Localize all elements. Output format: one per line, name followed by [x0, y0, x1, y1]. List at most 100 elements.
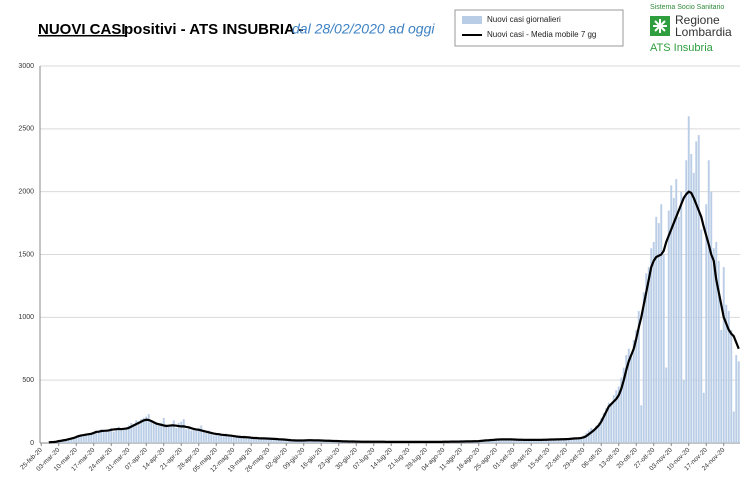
bar — [317, 440, 320, 443]
y-tick-label: 0 — [30, 440, 34, 447]
bar — [550, 439, 553, 443]
bar — [627, 348, 630, 443]
bar — [662, 254, 665, 443]
bar — [205, 432, 208, 443]
bar — [722, 267, 725, 443]
bar — [532, 440, 535, 443]
bar — [130, 422, 133, 443]
bar — [677, 216, 680, 443]
bar — [97, 432, 100, 443]
bar — [622, 367, 625, 443]
y-tick-label: 2000 — [18, 189, 34, 196]
bar — [707, 160, 710, 443]
bar — [525, 439, 528, 443]
bar — [497, 439, 500, 443]
bar — [732, 411, 735, 443]
bar — [242, 435, 245, 443]
bar — [262, 437, 265, 443]
bar — [75, 436, 78, 443]
bar — [547, 439, 550, 443]
bar — [105, 429, 108, 443]
bar — [502, 439, 505, 443]
bar — [507, 439, 510, 443]
bar — [665, 367, 668, 443]
bar — [80, 436, 83, 443]
bar — [697, 135, 700, 443]
bar — [132, 424, 135, 443]
y-tick-label: 1000 — [18, 314, 34, 321]
logo-top: Sistema Socio Sanitario — [650, 4, 724, 11]
bar — [300, 440, 303, 443]
legend-box — [454, 9, 624, 47]
bar — [687, 116, 690, 444]
bar — [487, 439, 490, 443]
bar — [727, 311, 730, 443]
bar — [270, 439, 273, 443]
chart-subtitle: dal 28/02/2020 ad oggi — [292, 21, 435, 37]
bar — [562, 439, 565, 443]
bar — [322, 440, 325, 443]
bar — [245, 438, 248, 443]
bar — [685, 160, 688, 443]
logo-line1: Regione — [675, 13, 720, 27]
bar — [202, 431, 205, 443]
bar — [225, 433, 228, 443]
bar — [82, 434, 85, 443]
bar — [110, 427, 113, 443]
legend-label: Nuovi casi - Media mobile 7 gg — [487, 30, 596, 39]
bar — [320, 440, 323, 443]
bar — [510, 439, 513, 443]
bar — [152, 421, 155, 443]
bar — [222, 436, 225, 443]
bar — [235, 437, 238, 443]
logo-bottom: ATS Insubria — [650, 42, 714, 54]
bar — [120, 430, 123, 443]
bar — [652, 241, 655, 443]
bar — [100, 429, 103, 443]
bar — [712, 248, 715, 443]
bar — [672, 197, 675, 443]
bar — [117, 426, 120, 443]
bar — [655, 216, 658, 443]
bar — [647, 267, 650, 443]
chart-title-rest: positivi - ATS INSUBRIA - — [124, 21, 303, 38]
bar — [190, 430, 193, 443]
bar — [570, 438, 573, 443]
bar — [252, 438, 255, 443]
bar — [267, 438, 270, 443]
bar — [200, 425, 203, 443]
bar — [705, 204, 708, 443]
bar — [175, 427, 178, 443]
bar — [625, 355, 628, 443]
bar — [560, 438, 563, 443]
bar — [645, 273, 648, 443]
bar — [192, 427, 195, 443]
bar — [612, 395, 615, 443]
bar — [602, 412, 605, 443]
bar — [162, 417, 165, 443]
bar — [572, 437, 575, 443]
bar — [137, 421, 140, 443]
bar — [277, 439, 280, 443]
bar — [642, 292, 645, 443]
chart-title: NUOVI CASI — [38, 21, 126, 38]
bar — [565, 438, 568, 443]
bar — [540, 439, 543, 443]
bar — [285, 440, 288, 443]
bar — [257, 439, 260, 443]
bar — [607, 402, 610, 443]
bar — [180, 421, 183, 443]
bar — [557, 439, 560, 443]
bar — [155, 424, 158, 443]
bar — [700, 229, 703, 443]
bar — [215, 432, 218, 443]
bar — [710, 191, 713, 443]
bar — [555, 438, 558, 443]
bar — [92, 431, 95, 443]
bar — [87, 434, 90, 443]
logo-rose — [653, 19, 667, 33]
bar — [47, 442, 50, 443]
bar — [680, 191, 683, 443]
bar — [255, 437, 258, 443]
